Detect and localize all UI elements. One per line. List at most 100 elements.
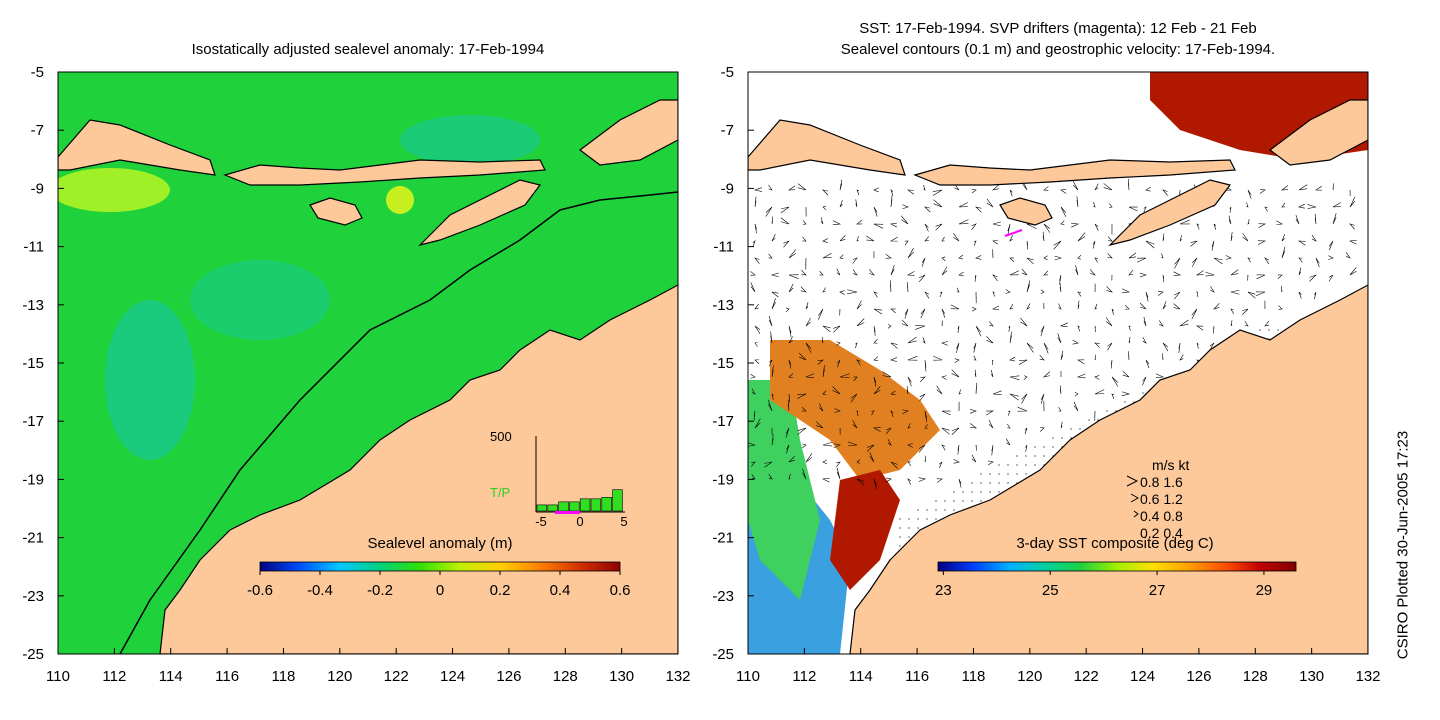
shelf-contour — [119, 191, 678, 654]
velocity-arrow — [1093, 202, 1096, 208]
velocity-arrow — [1103, 183, 1113, 191]
velocity-arrow — [786, 444, 790, 454]
velocity-arrow — [1315, 185, 1322, 191]
velocity-arrow — [958, 389, 962, 395]
y-tick-label: -9 — [721, 180, 734, 197]
velocity-arrow — [802, 443, 807, 449]
velocity-dot — [899, 545, 901, 547]
velocity-arrow — [1281, 285, 1283, 293]
velocity-arrow — [768, 473, 773, 480]
velocity-arrow — [1122, 370, 1130, 378]
velocity-dot — [1034, 455, 1036, 457]
velocity-arrow — [839, 179, 843, 191]
velocity-arrow — [752, 240, 756, 247]
left-x-axis: 110 112 114 116 118 120 122 124 126 128 130 132 — [46, 648, 691, 685]
velocity-arrow — [1043, 255, 1048, 261]
velocity-arrow — [1128, 269, 1134, 276]
velocity-arrow — [787, 399, 790, 412]
velocity-arrow — [780, 206, 790, 214]
x-tick-label: 116 — [215, 668, 239, 685]
colorbar-tick-label: 0.2 — [490, 582, 511, 599]
velocity-dot — [1088, 419, 1090, 421]
velocity-arrow — [1017, 406, 1028, 412]
velocity-arrow — [797, 183, 807, 191]
velocity-arrow — [907, 355, 918, 361]
velocity-arrow — [971, 454, 977, 463]
velocity-arrow — [992, 305, 1000, 311]
velocity-arrow — [992, 390, 1002, 396]
velocity-arrow — [974, 274, 977, 282]
velocity-arrow — [1162, 301, 1167, 310]
velocity-arrow — [852, 420, 858, 429]
velocity-arrow — [750, 282, 756, 293]
velocity-arrow — [1009, 331, 1012, 344]
velocity-dot — [980, 491, 982, 493]
velocity-arrow — [1058, 303, 1062, 310]
velocity-arrow — [753, 410, 756, 421]
velocity-arrow — [1228, 215, 1232, 225]
velocity-arrow — [818, 308, 824, 320]
velocity-arrow — [919, 393, 926, 402]
velocity-arrow — [866, 235, 875, 242]
velocity-arrow — [1161, 253, 1164, 259]
left-map: 110 112 114 116 118 120 122 124 126 128 130 132 -5-… — [22, 64, 691, 685]
velocity-dot — [935, 500, 937, 502]
velocity-dot — [899, 527, 901, 529]
velocity-arrow — [788, 283, 794, 293]
velocity-arrow — [1009, 393, 1019, 401]
velocity-arrow — [1128, 206, 1138, 212]
velocity-dot — [1007, 464, 1009, 466]
velocity-arrow — [941, 375, 947, 380]
velocity-arrow — [769, 359, 773, 367]
velocity-dot — [917, 518, 919, 520]
velocity-arrow — [1128, 252, 1137, 259]
velocity-arrow — [1328, 255, 1334, 260]
island-land — [1108, 179, 1232, 247]
y-tick-label: -25 — [22, 646, 44, 663]
velocity-arrow — [941, 410, 951, 416]
high-anomaly-patch — [58, 168, 170, 212]
velocity-dot — [989, 473, 991, 475]
velocity-arrow — [1111, 393, 1115, 400]
colorbar-tick-label: -0.4 — [307, 582, 333, 599]
velocity-arrow — [958, 202, 968, 208]
velocity-arrow — [751, 461, 756, 467]
velocity-arrow — [771, 291, 779, 298]
x-tick-label: 120 — [327, 668, 352, 685]
velocity-arrow — [1053, 240, 1062, 250]
velocity-arrow — [833, 325, 841, 333]
velocity-arrow — [834, 408, 841, 413]
velocity-arrow — [1094, 354, 1096, 361]
velocity-arrow — [1059, 322, 1068, 328]
y-tick-label: -15 — [22, 355, 44, 372]
velocity-arrow — [904, 308, 909, 319]
velocity-arrow — [1179, 319, 1189, 327]
velocity-arrow — [933, 199, 943, 208]
velocity-dot — [1043, 446, 1045, 448]
velocity-dot — [1052, 446, 1054, 448]
island-land — [418, 179, 542, 247]
island-land — [1269, 99, 1368, 166]
velocity-arrow — [936, 385, 943, 395]
velocity-arrow — [815, 421, 824, 429]
left-panel-title: Isostatically adjusted sealevel anomaly:… — [191, 41, 545, 58]
velocity-arrow — [818, 403, 824, 412]
right-map: 110 112 114 116 118 120 122 124 126 128 130 132 -5-… — [712, 64, 1380, 685]
velocity-dot — [899, 536, 901, 538]
velocity-arrow — [1058, 406, 1062, 412]
velocity-arrow — [771, 434, 774, 446]
colorbar-tick-label: 29 — [1256, 582, 1273, 599]
velocity-arrow — [1076, 196, 1079, 208]
velocity-arrow — [1060, 189, 1067, 194]
velocity-arrow — [1026, 257, 1034, 265]
velocity-arrow — [798, 352, 807, 361]
velocity-arrow — [954, 358, 960, 363]
velocity-arrow — [836, 461, 841, 468]
velocity-dot — [980, 500, 982, 502]
x-tick-label: 110 — [736, 668, 760, 685]
island-land — [999, 197, 1053, 226]
velocity-arrow — [1040, 393, 1045, 404]
velocity-dot — [1268, 329, 1270, 331]
velocity-arrow — [906, 386, 909, 395]
velocity-arrow — [890, 222, 897, 228]
